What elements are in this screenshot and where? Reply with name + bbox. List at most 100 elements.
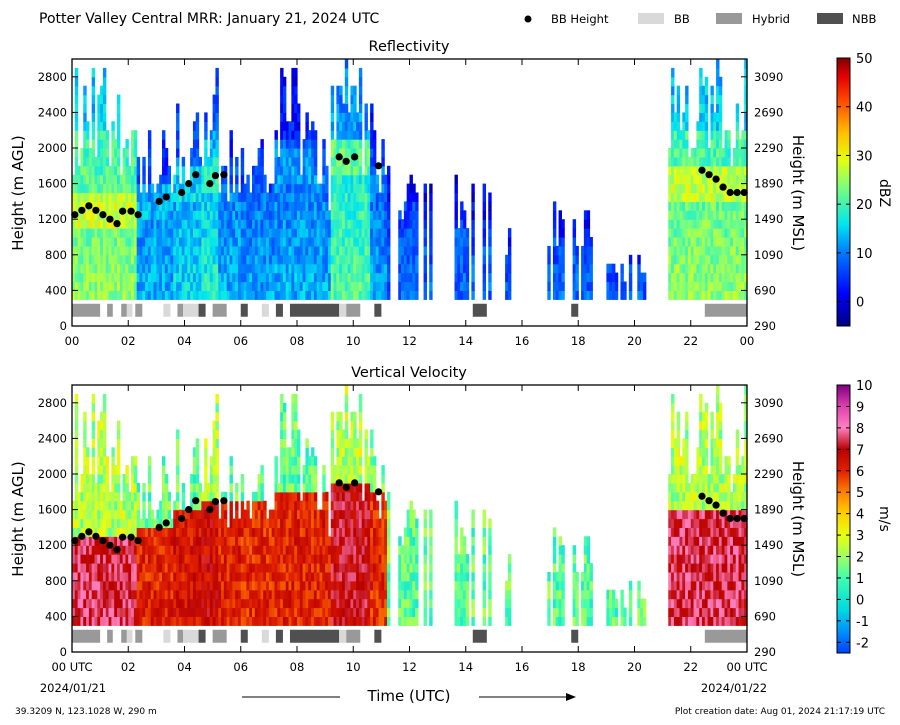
reflectivity-cell [291, 76, 295, 87]
reflectivity-cell [488, 201, 492, 211]
reflectivity-cell [226, 281, 231, 291]
x-tick-label: 04 [177, 334, 192, 348]
reflectivity-cell [72, 219, 76, 229]
reflectivity-cell [336, 192, 340, 202]
reflectivity-cell [401, 237, 405, 247]
velocity-cell [215, 545, 219, 555]
reflectivity-cell [589, 254, 593, 265]
reflectivity-cell [212, 219, 217, 229]
reflectivity-cell [353, 254, 357, 265]
classification-segment-nbb [472, 303, 487, 317]
velocity-cell [358, 411, 363, 422]
velocity-cell [246, 518, 250, 528]
reflectivity-cell [291, 290, 295, 300]
reflectivity-cell [221, 245, 225, 256]
velocity-cell [235, 482, 239, 493]
reflectivity-cell [370, 103, 374, 113]
reflectivity-cell [83, 121, 87, 131]
reflectivity-cell [226, 210, 231, 220]
reflectivity-cell [628, 263, 633, 274]
velocity-cell [313, 571, 318, 582]
velocity-cell [164, 598, 169, 609]
velocity-cell [201, 598, 205, 609]
reflectivity-cell [339, 254, 343, 265]
velocity-cell [170, 607, 174, 617]
reflectivity-cell [246, 210, 250, 220]
reflectivity-cell [187, 237, 191, 247]
velocity-cell [240, 607, 245, 617]
velocity-cell [131, 482, 135, 493]
velocity-cell [235, 554, 239, 564]
reflectivity-cell [133, 201, 138, 211]
reflectivity-cell [122, 263, 127, 274]
reflectivity-cell [744, 219, 748, 229]
velocity-cell [77, 616, 82, 626]
velocity-cell [246, 598, 250, 609]
reflectivity-cell [212, 121, 217, 131]
classification-segment-hybrid [212, 303, 227, 317]
reflectivity-cell [268, 263, 273, 274]
bb-height-point [127, 207, 135, 215]
velocity-cell [122, 482, 127, 493]
reflectivity-cell [342, 237, 346, 247]
velocity-cell [313, 465, 318, 475]
reflectivity-cell [333, 201, 337, 211]
reflectivity-cell [693, 210, 697, 220]
reflectivity-cell [339, 281, 343, 291]
velocity-cell [198, 518, 202, 528]
velocity-cell [353, 491, 357, 502]
reflectivity-cell [547, 290, 551, 300]
velocity-cell [263, 571, 267, 582]
velocity-cell [221, 598, 225, 609]
reflectivity-cell [181, 219, 186, 229]
velocity-cell [97, 500, 101, 511]
reflectivity-cell [176, 228, 180, 238]
reflectivity-cell [280, 263, 284, 274]
velocity-cell [212, 509, 217, 520]
reflectivity-cell [212, 210, 217, 220]
reflectivity-cell [387, 174, 391, 185]
reflectivity-cell [297, 130, 301, 140]
velocity-cell [100, 482, 104, 493]
velocity-cell [249, 607, 253, 617]
velocity-cell [128, 536, 132, 546]
reflectivity-cell [381, 237, 385, 247]
reflectivity-cell [488, 272, 492, 283]
reflectivity-cell [586, 263, 591, 274]
reflectivity-cell [260, 245, 264, 256]
velocity-cell [178, 554, 183, 564]
reflectivity-cell [704, 228, 709, 238]
reflectivity-cell [316, 183, 321, 194]
velocity-cell [361, 536, 366, 546]
reflectivity-cell [190, 201, 194, 211]
velocity-cell [184, 536, 188, 546]
reflectivity-cell [122, 281, 127, 291]
reflectivity-cell [679, 290, 683, 300]
reflectivity-cell [687, 219, 692, 229]
velocity-cell [198, 616, 202, 626]
reflectivity-cell [347, 112, 352, 122]
reflectivity-cell [207, 201, 211, 211]
reflectivity-cell [285, 272, 290, 283]
reflectivity-cell [344, 201, 349, 211]
reflectivity-cell [201, 201, 205, 211]
reflectivity-cell [429, 290, 433, 300]
reflectivity-cell [676, 228, 681, 238]
reflectivity-cell [235, 272, 239, 283]
reflectivity-cell [102, 139, 107, 149]
reflectivity-cell [713, 290, 717, 300]
velocity-cell [91, 465, 96, 475]
velocity-cell [268, 518, 273, 528]
reflectivity-cell [558, 245, 562, 256]
reflectivity-cell [223, 263, 228, 274]
reflectivity-cell [139, 228, 143, 238]
reflectivity-cell [370, 174, 374, 185]
reflectivity-cell [707, 148, 712, 158]
reflectivity-cell [83, 130, 87, 140]
velocity-cell [117, 429, 121, 439]
reflectivity-cell [91, 121, 96, 131]
velocity-cell [339, 474, 343, 484]
reflectivity-cell [384, 192, 388, 202]
velocity-cell [215, 474, 219, 484]
velocity-cell [240, 563, 245, 573]
